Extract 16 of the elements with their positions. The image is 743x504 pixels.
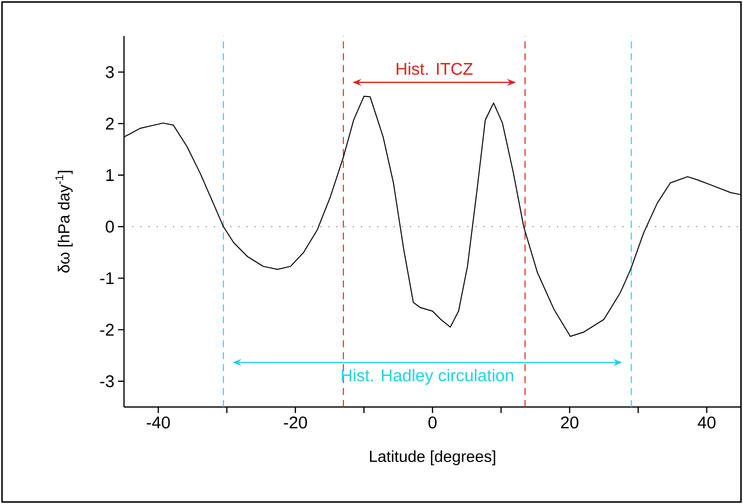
y-tick-label: 3 <box>106 66 114 78</box>
y-tick-label: -2 <box>100 324 114 336</box>
x-tick-label: 20 <box>561 416 578 428</box>
annotation: Hist. Hadley circulation <box>342 368 514 385</box>
y-tick-label: 0 <box>106 220 114 233</box>
annotation: Hist. ITCZ <box>396 62 473 75</box>
y-tick-label: -1 <box>100 272 114 284</box>
y-tick-label: -3 <box>100 375 114 388</box>
x-tick-label: 0 <box>428 416 437 428</box>
x-tick-label: 40 <box>698 416 716 428</box>
y-axis-title: δω [hPa day$^{-1}$] <box>55 170 73 273</box>
y-tick-label: 2 <box>106 118 114 130</box>
y-tick-label: 1 <box>106 169 114 181</box>
x-axis-title: Latitude [degrees] <box>370 450 496 466</box>
x-tick-label: -40 <box>146 416 170 428</box>
x-tick-label: -20 <box>284 416 307 428</box>
